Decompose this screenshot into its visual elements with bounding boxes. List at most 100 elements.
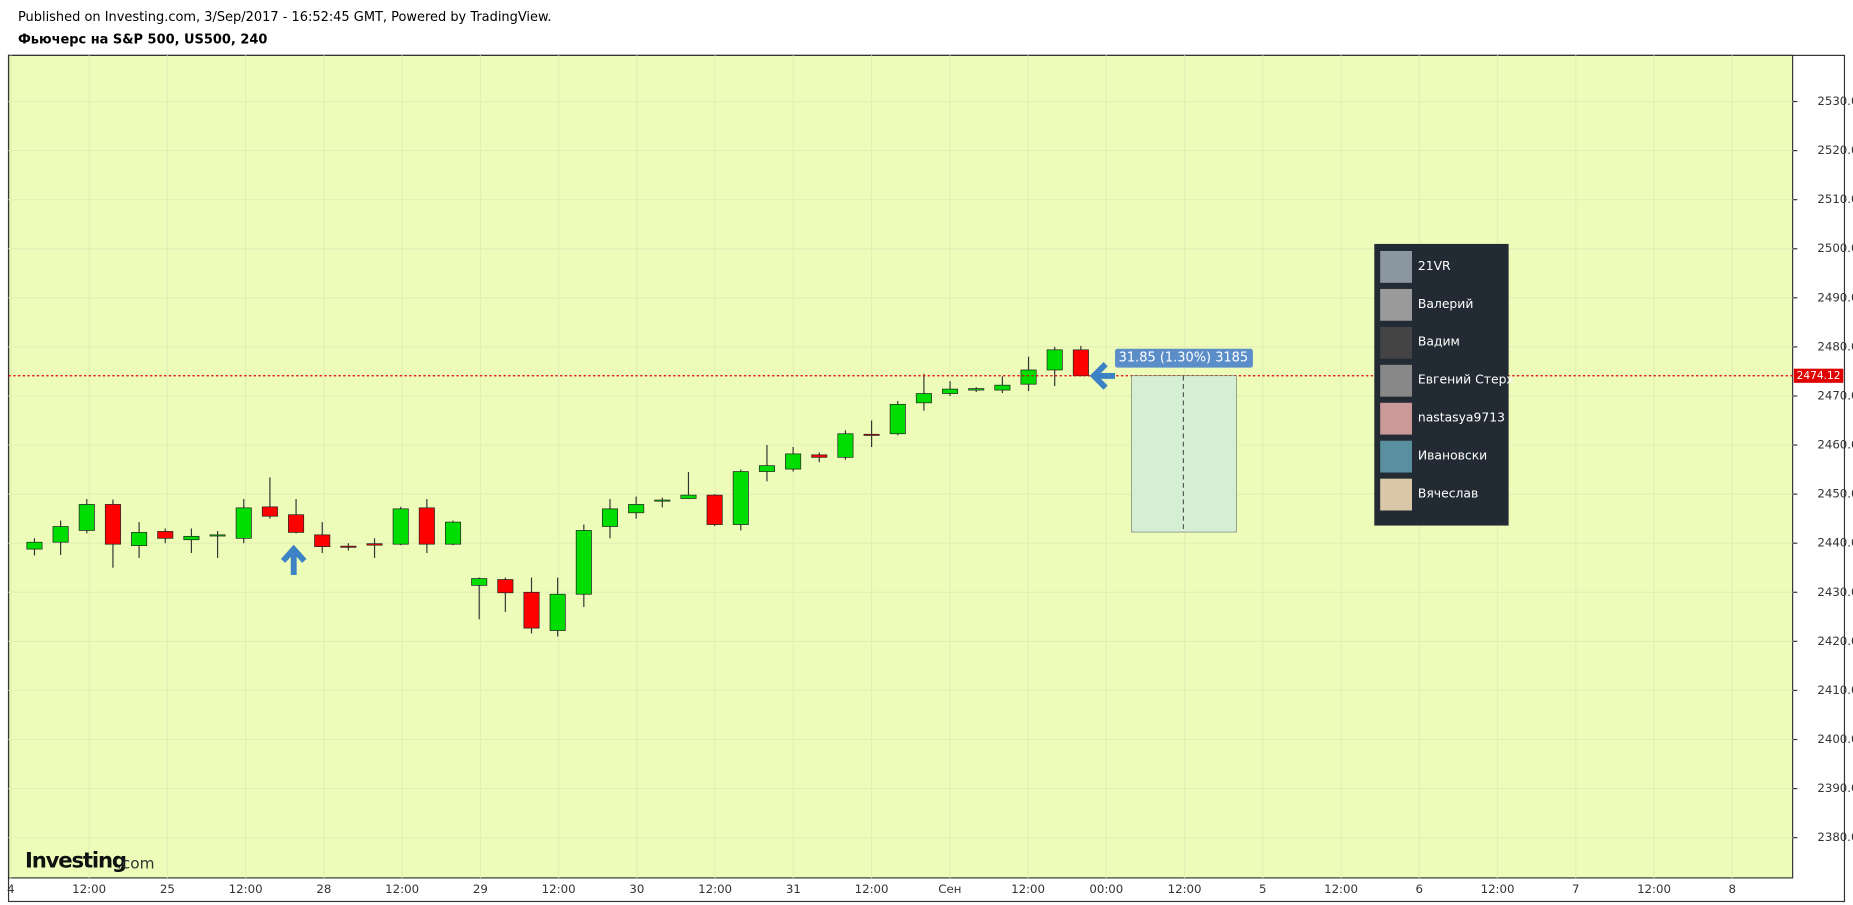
candle-body (601, 508, 618, 527)
last-price-tag (1793, 368, 1844, 383)
arrow-up (280, 544, 307, 576)
candle-body (680, 494, 697, 499)
x-tick-label: 12:00 (1011, 882, 1045, 896)
x-tick-label: 00:00 (1089, 882, 1123, 896)
x-tick-label: 6 (1416, 882, 1424, 896)
arrow-left (1089, 362, 1116, 390)
x-tick-label: 12:00 (1481, 882, 1515, 896)
x-tick-label: 31 (786, 882, 801, 896)
x-tick-label: 12:00 (1637, 882, 1671, 896)
y-tick-label: 2480.00 (1817, 339, 1853, 353)
x-tick-label: Сен (938, 882, 961, 896)
plot-area (7, 54, 1794, 879)
y-tick-label: 2530.00 (1817, 94, 1853, 108)
candle-body (261, 506, 278, 517)
viewer-avatar[interactable] (1380, 440, 1412, 473)
x-tick-label: 4 (7, 882, 15, 896)
viewer-name[interactable]: Вадим (1418, 335, 1460, 349)
y-tick-label: 2470.00 (1817, 388, 1853, 402)
y-tick-label: 2390.00 (1817, 781, 1853, 795)
candle-body (811, 454, 828, 458)
logo: Investing (25, 848, 126, 873)
candle-body (366, 543, 383, 546)
candle-body (314, 534, 331, 547)
last-price-label: 2474.12 (1797, 370, 1841, 382)
logo-suffix: .com (117, 854, 155, 872)
candle-body (209, 534, 226, 537)
candle-body (994, 384, 1011, 391)
x-tick-label: 12:00 (1168, 882, 1202, 896)
candle-body (104, 504, 121, 545)
candle-body (968, 388, 985, 391)
y-tick-label: 2430.00 (1817, 585, 1853, 599)
viewer-avatar[interactable] (1380, 250, 1412, 283)
candle-body (732, 471, 749, 525)
candle-body (445, 521, 462, 545)
candle-body (1046, 349, 1063, 371)
y-tick-label: 2500.00 (1817, 241, 1853, 255)
candle-body (78, 504, 95, 531)
viewer-avatar[interactable] (1380, 288, 1412, 321)
x-tick-label: 12:00 (542, 882, 576, 896)
candle-body (418, 507, 435, 545)
candle-body (392, 508, 409, 545)
candle-body (523, 591, 540, 629)
viewer-name[interactable]: 21VR (1418, 259, 1451, 273)
x-tick-label: 12:00 (229, 882, 263, 896)
candle-body (889, 403, 906, 435)
measure-tag (1115, 348, 1253, 368)
candle-body (942, 388, 959, 394)
y-tick-label: 2460.00 (1817, 438, 1853, 452)
candle-body (915, 393, 932, 404)
candle-body (1020, 369, 1037, 385)
viewer-name[interactable]: Вячеслав (1418, 486, 1478, 500)
measure-label: 31.85 (1.30%) 3185 (1119, 351, 1249, 366)
candle-body (497, 579, 514, 594)
x-tick-label: 12:00 (385, 882, 419, 896)
published-note: Published on Investing.com, 3/Sep/2017 -… (18, 10, 552, 25)
candle-body (706, 494, 723, 525)
x-tick-label: 29 (473, 882, 488, 896)
candle-body (863, 433, 880, 436)
candle-body (288, 514, 305, 533)
y-tick-label: 2510.00 (1817, 192, 1853, 206)
candle-body (131, 532, 148, 547)
candle-body (785, 453, 802, 470)
viewer-avatar[interactable] (1380, 364, 1412, 397)
viewer-avatar[interactable] (1380, 402, 1412, 435)
y-tick-label: 2400.00 (1817, 732, 1853, 746)
candle-body (52, 526, 69, 543)
candle-body (837, 433, 854, 458)
viewer-name[interactable]: Евгений Стерх (1418, 373, 1514, 387)
candle-body (628, 504, 645, 514)
candle-body (183, 535, 200, 541)
candle-body (758, 465, 775, 472)
y-tick-label: 2440.00 (1817, 536, 1853, 550)
candle-body (471, 578, 488, 586)
candle-body (575, 530, 592, 595)
candle-body (1072, 349, 1089, 377)
candle-body (654, 499, 671, 502)
viewer-name[interactable]: nastasya9713 (1418, 411, 1505, 425)
candle-body (26, 541, 43, 550)
candle-body (157, 531, 174, 539)
viewer-name[interactable]: Валерий (1418, 297, 1473, 311)
x-tick-label: 12:00 (1324, 882, 1358, 896)
candle-body (549, 593, 566, 631)
candle-body (340, 545, 357, 548)
y-tick-label: 2490.00 (1817, 290, 1853, 304)
x-tick-label: 12:00 (72, 882, 106, 896)
frame (7, 54, 1846, 903)
x-tick-label: 25 (160, 882, 175, 896)
viewer-avatar[interactable] (1380, 326, 1412, 359)
x-tick-label: 30 (629, 882, 644, 896)
x-tick-label: 12:00 (698, 882, 732, 896)
y-tick-label: 2420.00 (1817, 634, 1853, 648)
x-tick-label: 12:00 (855, 882, 889, 896)
viewer-name[interactable]: Ивановски (1418, 449, 1487, 463)
x-tick-label: 8 (1729, 882, 1737, 896)
x-tick-label: 7 (1572, 882, 1580, 896)
viewer-avatar[interactable] (1380, 478, 1412, 511)
y-tick-label: 2450.00 (1817, 487, 1853, 501)
